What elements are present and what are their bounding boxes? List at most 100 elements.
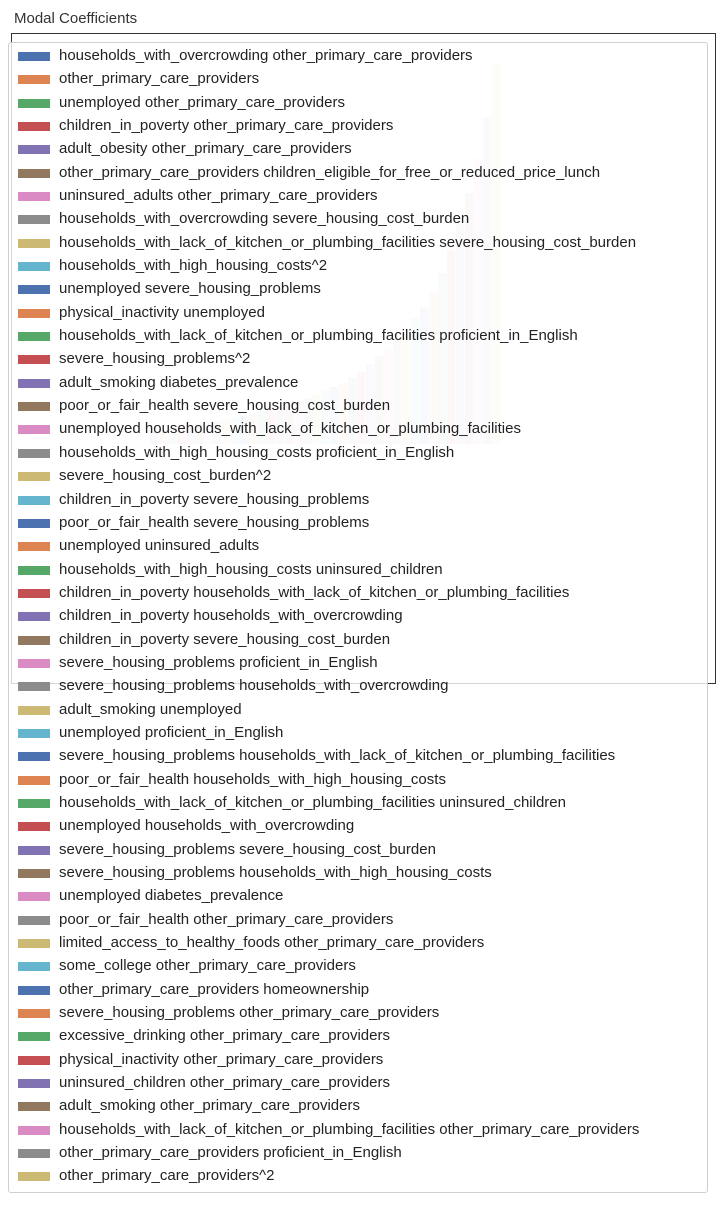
legend-swatch [18,705,50,715]
legend-swatch [18,215,50,225]
legend-label: uninsured_adults other_primary_care_prov… [59,187,378,204]
legend-label: households_with_overcrowding severe_hous… [59,210,470,228]
legend-swatch [18,518,50,528]
legend-swatch [18,635,50,645]
legend-item: unemployed other_primary_care_providers [9,92,709,114]
legend-swatch [18,262,50,272]
legend-swatch [18,285,50,295]
legend-item: uninsured_children other_primary_care_pr… [9,1072,709,1094]
legend-swatch [18,378,50,388]
legend-label: households_with_lack_of_kitchen_or_plumb… [59,233,637,251]
legend-swatch [18,472,50,482]
legend-label: severe_housing_problems households_with_… [59,677,449,695]
legend-label: households_with_high_housing_costs profi… [59,443,455,461]
legend-item: excessive_drinking other_primary_care_pr… [9,1025,709,1047]
legend-swatch [18,845,50,855]
legend-label: unemployed uninsured_adults [59,537,260,555]
legend-label: poor_or_fair_health severe_housing_probl… [59,513,370,531]
legend-swatch [18,682,50,692]
legend-swatch [18,425,50,435]
legend-swatch [18,775,50,785]
legend-label: children_in_poverty households_with_over… [59,607,403,625]
legend-swatch [18,192,50,201]
legend-label: poor_or_fair_health other_primary_care_p… [59,910,394,928]
legend-item: severe_housing_problems proficient_in_En… [9,652,709,674]
legend-item: adult_obesity other_primary_care_provide… [9,138,709,160]
legend: households_with_overcrowding other_prima… [8,42,708,1193]
legend-item: unemployed diabetes_prevalence [9,885,709,907]
legend-swatch [18,168,50,178]
legend-label: unemployed proficient_in_English [59,723,284,741]
legend-label: children_in_poverty households_with_lack… [59,583,570,601]
legend-swatch [18,52,50,61]
legend-item: children_in_poverty households_with_over… [9,605,709,627]
legend-label: poor_or_fair_health households_with_high… [59,770,446,788]
legend-swatch [18,658,50,668]
legend-item: households_with_lack_of_kitchen_or_plumb… [9,1119,709,1141]
legend-label: adult_obesity other_primary_care_provide… [59,140,352,158]
legend-label: other_primary_care_providers homeownersh… [59,980,370,998]
legend-item: adult_smoking unemployed [9,699,709,721]
legend-swatch [18,98,50,108]
legend-swatch [18,892,50,902]
legend-swatch [18,1149,50,1158]
legend-label: severe_housing_problems proficient_in_En… [59,653,378,671]
legend-label: unemployed other_primary_care_providers [59,93,345,111]
legend-swatch [18,122,50,131]
legend-swatch [18,985,50,995]
legend-label: physical_inactivity unemployed [59,303,265,321]
legend-label: adult_smoking diabetes_prevalence [59,373,299,391]
legend-swatch [18,402,50,412]
legend-label: some_college other_primary_care_provider… [59,957,356,975]
legend-label: households_with_high_housing_costs unins… [59,560,443,578]
legend-item: children_in_poverty other_primary_care_p… [9,115,709,137]
legend-swatch [18,355,50,365]
legend-swatch [18,542,50,552]
legend-swatch [18,238,50,248]
legend-label: households_with_lack_of_kitchen_or_plumb… [59,1120,640,1138]
legend-label: unemployed households_with_lack_of_kitch… [59,420,521,438]
legend-label: adult_smoking other_primary_care_provide… [59,1097,360,1115]
legend-label: adult_smoking unemployed [59,700,242,718]
legend-swatch [18,1032,50,1042]
legend-item: some_college other_primary_care_provider… [9,955,709,977]
legend-label: households_with_lack_of_kitchen_or_plumb… [59,793,566,811]
legend-swatch [18,728,50,738]
legend-item: households_with_high_housing_costs unins… [9,559,709,581]
legend-label: unemployed severe_housing_problems [59,280,321,298]
legend-label: severe_housing_problems^2 [59,350,251,368]
legend-label: uninsured_children other_primary_care_pr… [59,1074,391,1091]
legend-label: other_primary_care_providers children_el… [59,163,601,181]
legend-label: children_in_poverty severe_housing_probl… [59,490,370,508]
legend-item: severe_housing_cost_burden^2 [9,465,709,487]
legend-swatch [18,1008,50,1018]
legend-item: other_primary_care_providers [9,68,709,90]
legend-swatch [18,1125,50,1135]
legend-item: poor_or_fair_health severe_housing_probl… [9,512,709,534]
legend-item: unemployed uninsured_adults [9,535,709,557]
legend-label: unemployed households_with_overcrowding [59,817,355,835]
legend-item: limited_access_to_healthy_foods other_pr… [9,932,709,954]
legend-item: unemployed severe_housing_problems [9,278,709,300]
chart-title: Modal Coefficients [14,10,138,27]
legend-swatch [18,495,50,505]
legend-swatch [18,145,50,155]
legend-item: severe_housing_problems severe_housing_c… [9,839,709,861]
legend-swatch [18,448,50,458]
legend-swatch [18,868,50,878]
legend-swatch [18,962,50,972]
legend-label: poor_or_fair_health severe_housing_cost_… [59,397,391,415]
legend-item: severe_housing_problems other_primary_ca… [9,1002,709,1024]
legend-item: poor_or_fair_health severe_housing_cost_… [9,395,709,417]
legend-label: households_with_high_housing_costs^2 [59,257,328,275]
legend-item: physical_inactivity other_primary_care_p… [9,1049,709,1071]
legend-item: severe_housing_problems^2 [9,348,709,370]
legend-item: other_primary_care_providers children_el… [9,162,709,184]
legend-swatch [18,798,50,808]
legend-label: severe_housing_problems households_with_… [59,747,616,765]
legend-item: uninsured_adults other_primary_care_prov… [9,185,709,207]
legend-swatch [18,915,50,925]
legend-item: households_with_high_housing_costs profi… [9,442,709,464]
legend-item: households_with_high_housing_costs^2 [9,255,709,277]
legend-swatch [18,1055,50,1065]
